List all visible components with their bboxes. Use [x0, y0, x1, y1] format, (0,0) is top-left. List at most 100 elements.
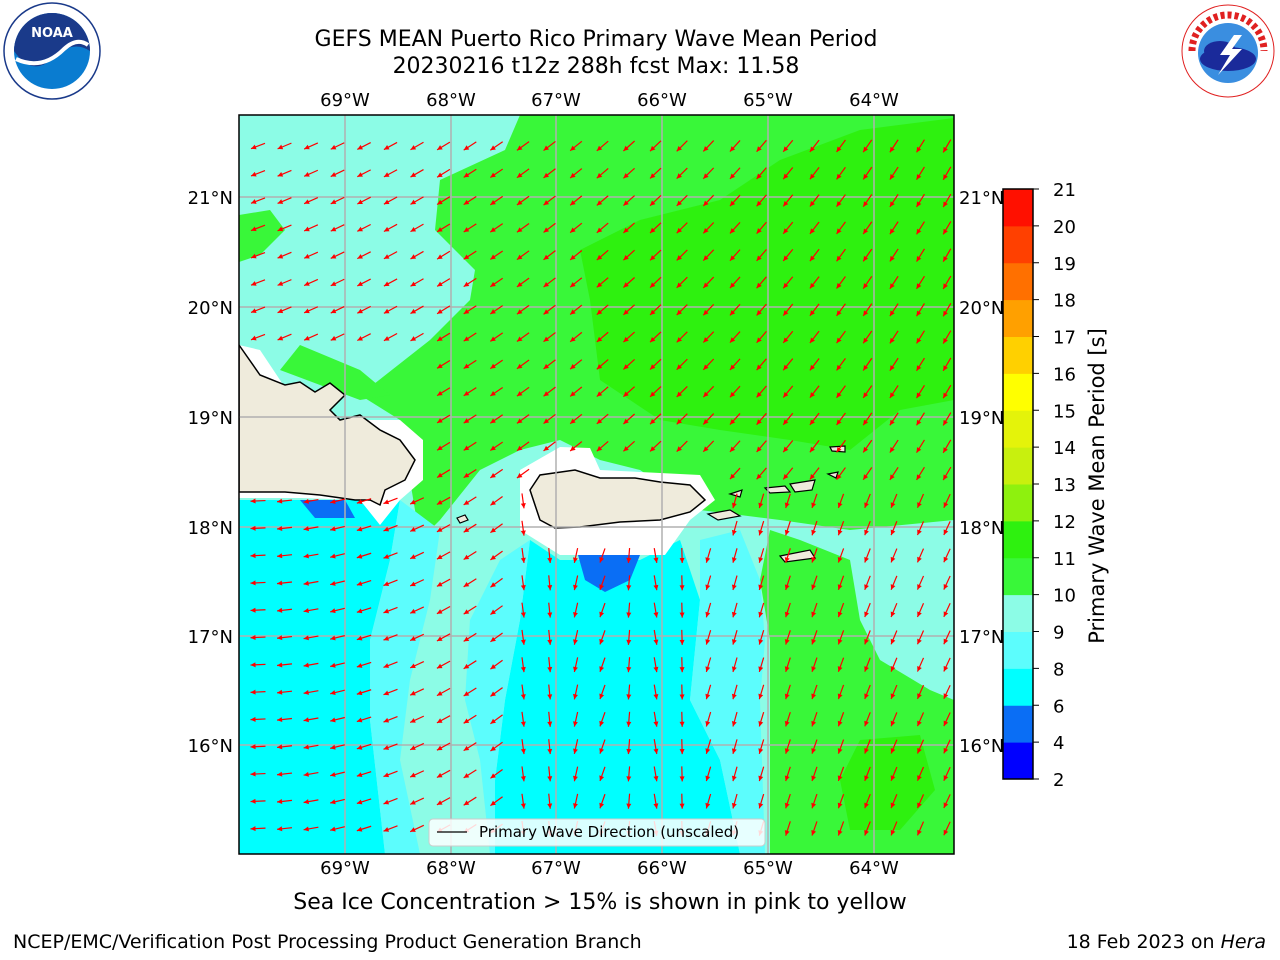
wave-arrow	[330, 251, 345, 259]
wave-arrow	[303, 196, 319, 205]
lat-label-right: 18°N	[959, 518, 1004, 539]
hispaniola-land	[239, 343, 416, 507]
wave-arrow	[569, 195, 583, 206]
wave-arrow	[623, 440, 635, 452]
wave-arrow	[649, 276, 662, 289]
colorbar-swatch	[1003, 484, 1033, 522]
colorbar-tick-label: 12	[1053, 512, 1076, 533]
wave-arrow	[623, 331, 635, 343]
wave-arrow	[573, 739, 579, 755]
wave-arrow	[463, 141, 477, 151]
wave-arrow	[889, 275, 899, 290]
wave-arrow	[250, 580, 266, 586]
wave-arrow	[889, 194, 899, 208]
wave-arrow	[573, 602, 579, 618]
lon-label-top: 69°W	[320, 90, 370, 111]
wave-arrow	[758, 657, 765, 673]
wave-arrow	[836, 276, 846, 289]
wave-arrow	[303, 744, 319, 750]
lon-labels-bottom: 69°W 68°W 67°W 66°W 65°W 64°W	[320, 858, 899, 879]
wave-arrow	[250, 306, 266, 314]
wave-arrow	[276, 553, 293, 559]
wave-arrow	[649, 249, 662, 261]
wave-arrow	[626, 657, 632, 673]
wave-arrow	[543, 250, 556, 261]
wave-arrow	[356, 607, 372, 614]
wave-arrow	[356, 771, 372, 778]
wave-arrow	[889, 330, 899, 344]
colorbar-tick-label: 20	[1053, 217, 1076, 238]
wave-arrow	[516, 359, 530, 370]
map-area	[239, 115, 954, 854]
wave-arrow	[916, 739, 925, 754]
wave-arrow	[356, 579, 372, 586]
wave-arrow	[463, 605, 477, 615]
wave-arrow	[383, 688, 398, 696]
wave-arrow	[889, 467, 899, 481]
wave-arrow	[250, 771, 266, 777]
wave-arrow	[676, 140, 688, 152]
wave-arrow	[836, 194, 846, 207]
wave-arrow	[409, 524, 425, 532]
wave-arrow	[837, 493, 845, 509]
colorbar-tick-label: 13	[1053, 475, 1076, 496]
wave-arrow	[463, 250, 477, 260]
wave-arrow	[383, 770, 398, 778]
sea-ice-note-text: Sea Ice Concentration > 15% is shown in …	[293, 890, 907, 915]
wave-arrow	[729, 221, 741, 234]
noaa-logo-text: NOAA	[31, 26, 73, 41]
wave-arrow	[731, 711, 738, 727]
wave-arrow	[383, 223, 398, 233]
wave-arrow	[782, 358, 794, 371]
wave-arrow	[676, 167, 688, 180]
wave-arrow	[520, 629, 526, 645]
lon-labels-top: 69°W 68°W 67°W 66°W 65°W 64°W	[320, 90, 899, 111]
map-legend: Primary Wave Direction (unscaled)	[428, 818, 766, 847]
wave-arrow	[520, 602, 526, 618]
wave-arrow	[330, 689, 345, 696]
wave-arrow	[626, 602, 632, 618]
colorbar-tick-label: 9	[1053, 623, 1064, 644]
wave-arrow	[731, 520, 738, 536]
wave-arrow	[837, 520, 845, 536]
wave-arrow	[862, 467, 873, 481]
wave-arrow	[626, 684, 632, 700]
wave-arrow	[889, 166, 899, 180]
wave-arrow	[569, 250, 583, 261]
wave-arrow	[836, 139, 846, 153]
wave-arrow	[383, 661, 398, 668]
wave-arrow	[916, 139, 925, 153]
lon-label-bottom: 64°W	[849, 858, 899, 879]
wave-arrow	[731, 548, 738, 563]
lat-label-right: 20°N	[959, 298, 1004, 319]
wave-arrow	[653, 548, 659, 563]
lon-label-top: 67°W	[531, 90, 581, 111]
wave-arrow	[303, 662, 319, 668]
wave-arrow	[303, 689, 319, 695]
wave-arrow	[490, 523, 503, 534]
wave-arrow	[410, 250, 424, 260]
wave-arrow	[330, 498, 345, 504]
wave-arrow	[731, 657, 738, 673]
wave-arrow	[490, 659, 503, 670]
wave-arrow	[889, 303, 899, 317]
wave-arrow	[569, 304, 583, 315]
wave-arrow	[782, 276, 794, 289]
colorbar-tick-label: 18	[1053, 291, 1076, 312]
wave-arrow	[702, 358, 715, 371]
wave-arrow	[811, 712, 818, 727]
wave-arrow	[890, 794, 898, 809]
wave-arrow	[543, 386, 556, 397]
wave-arrow	[489, 468, 504, 479]
lat-label-left: 20°N	[188, 298, 233, 319]
wave-arrow	[811, 520, 818, 536]
wave-arrow	[623, 413, 635, 425]
wave-arrow	[731, 602, 738, 618]
wave-arrow	[489, 141, 504, 151]
wave-arrow	[809, 412, 820, 426]
wave-arrow	[436, 605, 451, 615]
wave-arrow	[864, 684, 871, 700]
wave-arrow	[705, 602, 712, 618]
wave-arrow	[729, 440, 741, 453]
wave-arrow	[436, 551, 451, 560]
